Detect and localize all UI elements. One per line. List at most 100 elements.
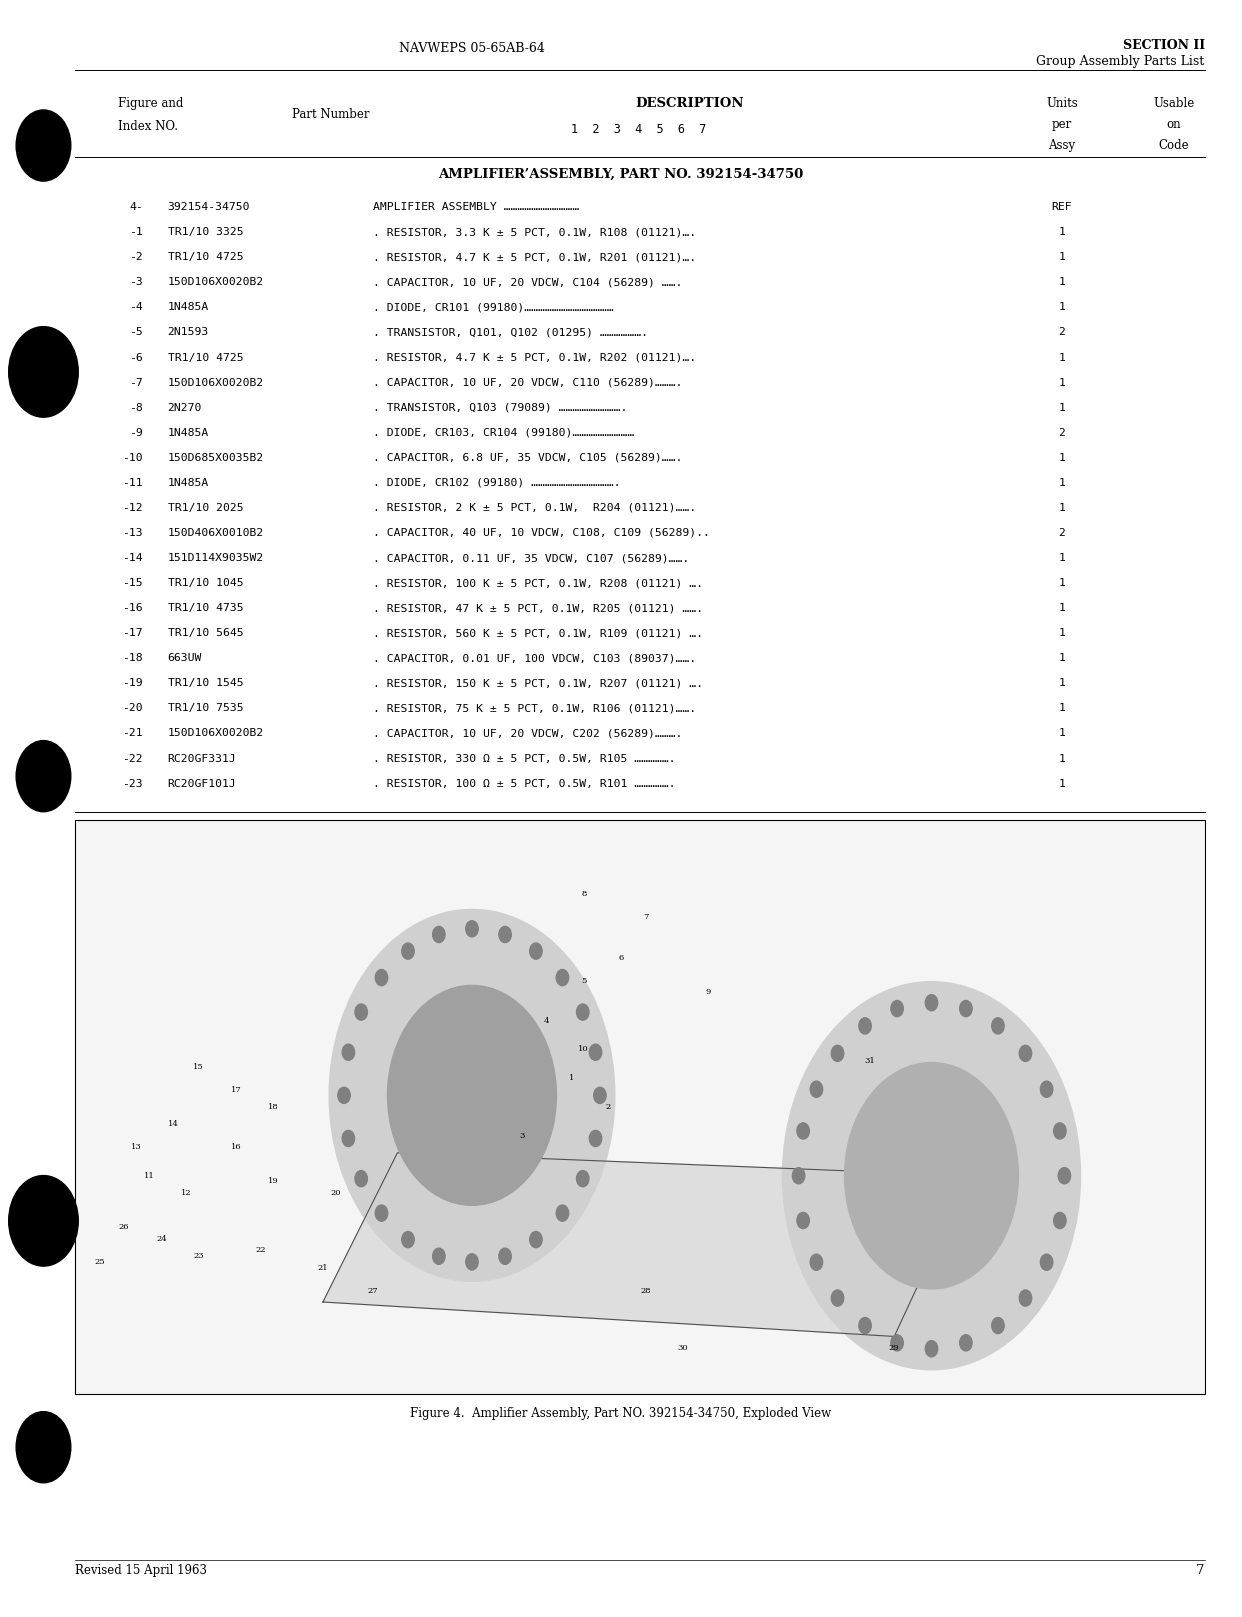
- FancyBboxPatch shape: [75, 820, 1205, 1394]
- Text: -21: -21: [122, 729, 143, 739]
- Circle shape: [831, 1045, 843, 1061]
- Text: . CAPACITOR, 0.01 UF, 100 VDCW, C103 (89037)…….: . CAPACITOR, 0.01 UF, 100 VDCW, C103 (89…: [373, 653, 696, 663]
- Text: 150D106X0020B2: 150D106X0020B2: [168, 278, 263, 288]
- Circle shape: [1053, 1122, 1066, 1138]
- Text: -23: -23: [122, 779, 143, 789]
- Text: 1: 1: [1058, 553, 1066, 563]
- Text: RC20GF101J: RC20GF101J: [168, 779, 236, 789]
- Text: per: per: [1052, 118, 1072, 131]
- Text: . DIODE, CR102 (99180) ……………………………….: . DIODE, CR102 (99180) ……………………………….: [373, 479, 620, 488]
- Text: -9: -9: [129, 429, 143, 438]
- Text: 28: 28: [641, 1287, 651, 1295]
- Text: . TRANSISTOR, Q103 (79089) ……………………….: . TRANSISTOR, Q103 (79089) ……………………….: [373, 403, 627, 412]
- Text: -11: -11: [122, 479, 143, 488]
- Circle shape: [1058, 1167, 1071, 1184]
- Circle shape: [556, 1205, 569, 1221]
- Text: 1: 1: [1058, 703, 1066, 713]
- Text: Code: Code: [1159, 139, 1189, 152]
- Circle shape: [1041, 1255, 1053, 1271]
- Text: AMPLIFIER ASSEMBLY ……………………………: AMPLIFIER ASSEMBLY ……………………………: [373, 202, 579, 212]
- Text: 10: 10: [579, 1046, 589, 1053]
- Text: 13: 13: [132, 1143, 142, 1151]
- Circle shape: [1020, 1045, 1032, 1061]
- Circle shape: [499, 927, 512, 943]
- Text: . RESISTOR, 150 K ± 5 PCT, 0.1W, R207 (01121) ….: . RESISTOR, 150 K ± 5 PCT, 0.1W, R207 (0…: [373, 679, 703, 689]
- Text: 2: 2: [606, 1103, 611, 1111]
- Text: . RESISTOR, 560 K ± 5 PCT, 0.1W, R109 (01121) ….: . RESISTOR, 560 K ± 5 PCT, 0.1W, R109 (0…: [373, 629, 703, 639]
- Circle shape: [432, 927, 445, 943]
- Text: 29: 29: [889, 1344, 899, 1352]
- Circle shape: [589, 1045, 601, 1061]
- Text: NAVWEPS 05-65AB-64: NAVWEPS 05-65AB-64: [399, 42, 545, 55]
- Text: . CAPACITOR, 10 UF, 20 VDCW, C110 (56289)……….: . CAPACITOR, 10 UF, 20 VDCW, C110 (56289…: [373, 378, 682, 388]
- Text: 2: 2: [1058, 527, 1066, 538]
- Text: 21: 21: [318, 1263, 328, 1271]
- Text: 25: 25: [94, 1258, 104, 1266]
- Circle shape: [991, 1017, 1004, 1033]
- Text: 14: 14: [169, 1121, 179, 1129]
- Text: 2: 2: [1058, 429, 1066, 438]
- Circle shape: [858, 1318, 871, 1334]
- Text: 1: 1: [1058, 754, 1066, 763]
- Text: . DIODE, CR103, CR104 (99180)………………………: . DIODE, CR103, CR104 (99180)………………………: [373, 429, 633, 438]
- Text: 4: 4: [544, 1017, 549, 1025]
- Circle shape: [388, 985, 556, 1205]
- Text: 22: 22: [256, 1247, 266, 1255]
- Circle shape: [797, 1213, 810, 1229]
- Circle shape: [9, 327, 78, 417]
- Text: 1: 1: [1058, 403, 1066, 412]
- Text: 4-: 4-: [129, 202, 143, 212]
- Text: Assy: Assy: [1048, 139, 1076, 152]
- Text: . RESISTOR, 4.7 K ± 5 PCT, 0.1W, R202 (01121)….: . RESISTOR, 4.7 K ± 5 PCT, 0.1W, R202 (0…: [373, 353, 696, 362]
- Text: 1: 1: [1058, 228, 1066, 238]
- Text: 392154-34750: 392154-34750: [168, 202, 250, 212]
- Text: 26: 26: [119, 1224, 129, 1232]
- Circle shape: [594, 1087, 606, 1103]
- Text: Figure and: Figure and: [118, 97, 184, 110]
- Text: 20: 20: [330, 1188, 340, 1197]
- Circle shape: [991, 1318, 1004, 1334]
- Text: Group Assembly Parts List: Group Assembly Parts List: [1037, 55, 1205, 68]
- Circle shape: [1041, 1082, 1053, 1098]
- Text: Revised 15 April 1963: Revised 15 April 1963: [75, 1564, 206, 1577]
- Text: 6: 6: [619, 954, 623, 962]
- Circle shape: [343, 1130, 355, 1146]
- Circle shape: [16, 110, 71, 181]
- Text: 1: 1: [1058, 479, 1066, 488]
- Circle shape: [466, 920, 478, 936]
- Text: 23: 23: [194, 1252, 204, 1260]
- Circle shape: [576, 1004, 589, 1020]
- Text: 1: 1: [1058, 503, 1066, 513]
- Text: -2: -2: [129, 252, 143, 262]
- Circle shape: [355, 1004, 368, 1020]
- Circle shape: [845, 1062, 1018, 1289]
- Circle shape: [529, 1232, 542, 1248]
- Text: . RESISTOR, 2 K ± 5 PCT, 0.1W,  R204 (01121)…….: . RESISTOR, 2 K ± 5 PCT, 0.1W, R204 (011…: [373, 503, 696, 513]
- Text: -13: -13: [122, 527, 143, 538]
- Text: TR1/10 4725: TR1/10 4725: [168, 252, 243, 262]
- Text: 1: 1: [569, 1074, 574, 1082]
- Text: 24: 24: [156, 1235, 166, 1243]
- Text: TR1/10 4725: TR1/10 4725: [168, 353, 243, 362]
- Text: 9: 9: [705, 988, 710, 996]
- Circle shape: [16, 741, 71, 812]
- Circle shape: [960, 1334, 972, 1350]
- Circle shape: [925, 1340, 938, 1357]
- Text: 7: 7: [643, 914, 648, 922]
- Text: SECTION II: SECTION II: [1123, 39, 1205, 52]
- Circle shape: [375, 970, 388, 986]
- Text: 1: 1: [1058, 779, 1066, 789]
- Text: -22: -22: [122, 754, 143, 763]
- Text: 1: 1: [1058, 729, 1066, 739]
- Circle shape: [343, 1045, 355, 1061]
- Text: 1: 1: [1058, 579, 1066, 589]
- Text: 1N485A: 1N485A: [168, 479, 209, 488]
- Text: -1: -1: [129, 228, 143, 238]
- Text: 1: 1: [1058, 302, 1066, 312]
- Text: TR1/10 4735: TR1/10 4735: [168, 603, 243, 613]
- Text: TR1/10 3325: TR1/10 3325: [168, 228, 243, 238]
- Text: . RESISTOR, 100 K ± 5 PCT, 0.1W, R208 (01121) ….: . RESISTOR, 100 K ± 5 PCT, 0.1W, R208 (0…: [373, 579, 703, 589]
- Text: Usable: Usable: [1153, 97, 1195, 110]
- Text: -16: -16: [122, 603, 143, 613]
- Text: 30: 30: [678, 1344, 688, 1352]
